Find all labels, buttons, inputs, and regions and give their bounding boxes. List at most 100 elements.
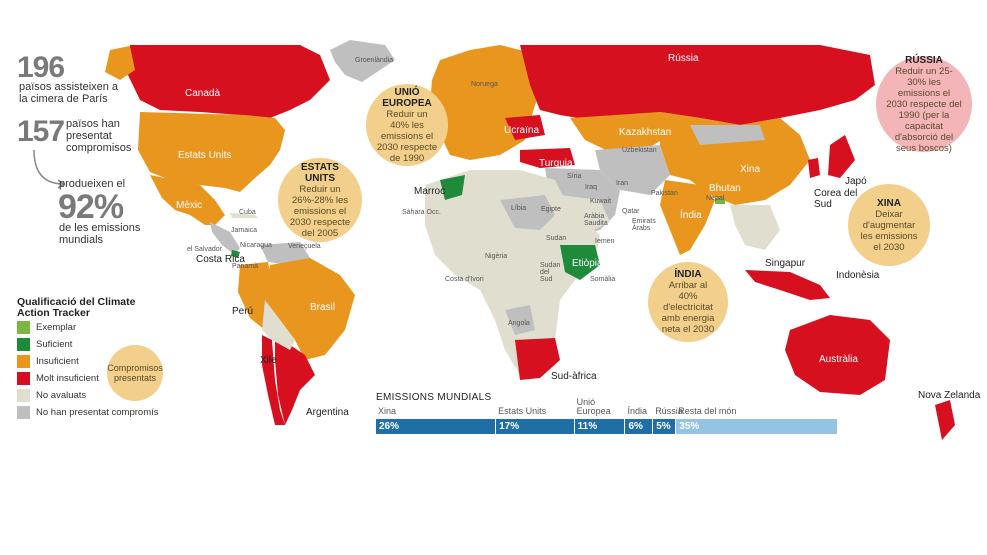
label-jamaica: Jamaica <box>231 227 258 234</box>
country-turkey <box>520 148 575 168</box>
callout-russia: RÚSSIA Reduir un 25-30% les emissions el… <box>876 54 972 154</box>
country-canada <box>128 45 330 118</box>
label-panama: Panamà <box>232 263 259 270</box>
country-nz <box>935 400 955 440</box>
callout-china: XINA Deixar d'augmentar les emissions el… <box>848 184 930 266</box>
label-el-salvador: el Salvador <box>187 246 223 253</box>
label-somalia: Somàlia <box>590 276 616 283</box>
label-ukraine: Ucraïna <box>504 125 540 136</box>
emissions-region-label: Índia <box>627 406 647 416</box>
label-yemen: Iemen <box>595 238 615 245</box>
label-argentina: Argentina <box>306 407 349 418</box>
label-kuwait: Kuwait <box>590 198 612 205</box>
country-ethiopia <box>560 245 600 280</box>
country-ukraine <box>505 115 545 140</box>
label-peru: Perú <box>232 306 254 317</box>
label-greenland: Groenlàndia <box>355 57 394 64</box>
label-nepal: Nepal <box>706 195 725 202</box>
callout-china-text: Deixar d'augmentar les emissions el 2030 <box>860 208 918 253</box>
country-india <box>660 180 715 255</box>
stat-countries-committed-number: 157 <box>17 115 65 148</box>
legend-label: Suficient <box>36 339 73 350</box>
label-usa: Estats Units <box>178 150 232 161</box>
emissions-bar-segment: 26% <box>376 419 496 434</box>
legend-swatch <box>17 355 30 368</box>
legend-swatch <box>17 406 30 419</box>
country-japan <box>828 135 855 178</box>
label-south-korea: Corea del Sud <box>814 188 858 210</box>
emissions-bar-segment: 6% <box>625 419 653 434</box>
stat-emissions-number: 92% <box>58 188 124 226</box>
arrow-icon <box>33 149 66 189</box>
emissions-bar-segment: 35% <box>676 419 837 434</box>
country-angola <box>505 305 535 335</box>
label-indonesia: Indonèsia <box>836 270 880 281</box>
label-australia: Austràlia <box>819 354 858 365</box>
country-chile <box>262 335 285 425</box>
legend-callout-key: Compromisos presentats <box>107 345 163 401</box>
legend-callout-key-text: Compromisos presentats <box>107 363 163 383</box>
legend-item: Exemplar <box>17 321 76 334</box>
label-japan: Japó <box>845 176 867 187</box>
label-iran: Iran <box>616 180 629 187</box>
label-south-africa: Sud-àfrica <box>551 371 597 382</box>
country-argentina <box>275 335 315 425</box>
country-indonesia <box>745 270 830 300</box>
label-qatar: Qatar <box>622 208 640 215</box>
label-venezuela: Veneçuela <box>288 243 321 250</box>
country-australia <box>785 315 890 395</box>
callout-russia-text: Reduir un 25-30% les emissions el 2030 r… <box>886 65 962 154</box>
country-morocco <box>440 175 465 200</box>
country-russia <box>520 45 875 125</box>
label-mexico: Mèxic <box>176 200 203 211</box>
country-africa-grey <box>500 195 555 230</box>
label-kazakhstan: Kazakhstan <box>619 127 672 138</box>
label-egypt: Egipte <box>541 206 561 213</box>
label-china: Xina <box>740 164 761 175</box>
callout-eu-text: Reduir un 40% les emissions el 2030 resp… <box>376 108 438 164</box>
legend-swatch <box>17 321 30 334</box>
country-central-asia <box>595 145 670 195</box>
stat-emissions-text: de les emissions mundials <box>59 222 141 246</box>
emissions-region-label: Resta del món <box>678 406 737 416</box>
callout-eu-title: UNIÓ EUROPEA <box>382 86 432 109</box>
stat-countries-committed-text: països han presentat compromisos <box>66 118 132 154</box>
callout-usa-text: Reduir un 26%-28% les emissions el 2030 … <box>289 183 351 239</box>
label-bhutan: Bhutan <box>709 183 741 194</box>
label-singapore: Singapur <box>765 258 806 269</box>
label-nigeria: Nigèria <box>485 253 508 260</box>
country-alaska <box>105 46 135 80</box>
emissions-bar-segment: 11% <box>574 419 625 434</box>
legend-label: No avaluats <box>36 390 87 401</box>
legend-label: Molt insuficient <box>36 373 99 384</box>
country-costa-rica <box>231 250 240 258</box>
label-morocco: Marroc <box>414 186 446 197</box>
label-western-sahara: Sàhara Occ. <box>402 209 441 216</box>
country-cuba <box>230 213 258 218</box>
label-brazil: Brasil <box>310 302 336 313</box>
country-africa <box>425 170 600 375</box>
label-chile: Xile <box>260 355 277 366</box>
emissions-bar-segment: 5% <box>653 419 676 434</box>
label-nicaragua: Nicaragua <box>240 242 272 249</box>
emissions-title: EMISSIONS MUNDIALS <box>376 392 492 403</box>
callout-russia-title: RÚSSIA <box>905 54 943 66</box>
country-sa-rest <box>262 300 295 350</box>
label-ethiopia: Etiòpia <box>572 258 603 269</box>
legend-swatch <box>17 389 30 402</box>
label-syria: Síria <box>567 173 582 180</box>
callout-usa: ESTATS UNITS Reduir un 26%-28% les emiss… <box>278 158 362 242</box>
callout-china-title: XINA <box>877 197 901 209</box>
country-greenland <box>330 40 395 82</box>
label-uzbekistan: Uzbekistan <box>622 147 657 154</box>
callout-usa-title: ESTATS UNITS <box>301 161 339 184</box>
legend-label: Exemplar <box>36 322 77 333</box>
label-libya: Líbia <box>511 205 527 212</box>
legend-swatch <box>17 338 30 351</box>
emissions-bar-segment: 17% <box>496 419 574 434</box>
legend-item: No han presentat compromís <box>17 406 159 419</box>
stat-emissions-pre: produeixen el <box>59 178 126 190</box>
country-korea <box>808 158 820 178</box>
country-usa <box>138 112 285 192</box>
